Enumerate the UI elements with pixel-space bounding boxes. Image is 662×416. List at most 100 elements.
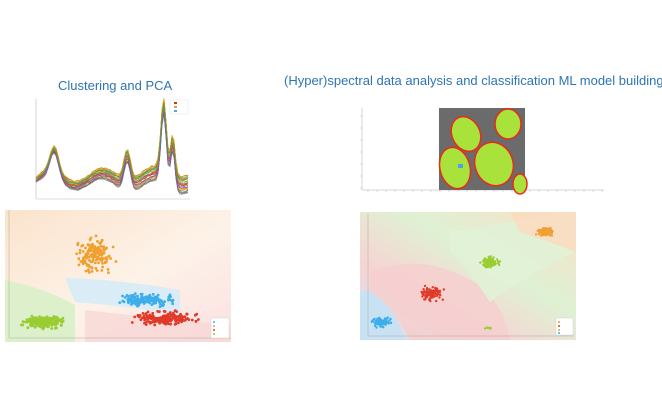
classif-point (489, 261, 493, 264)
spectra-legend (169, 99, 189, 115)
classif-point (483, 327, 487, 330)
cluster-point (158, 305, 162, 309)
cluster-point (100, 269, 104, 272)
classif-point (489, 327, 492, 330)
cluster-point (179, 320, 183, 323)
cluster-point (38, 315, 41, 318)
cluster-point (131, 296, 135, 299)
classif-point (423, 284, 427, 288)
cluster-point (163, 310, 167, 313)
classif-point (421, 292, 424, 296)
cluster-point (137, 315, 141, 319)
cluster-point (81, 261, 85, 264)
cluster-point (156, 293, 160, 297)
classif-point (493, 263, 497, 266)
cluster-point (197, 318, 200, 321)
cluster-point (150, 303, 154, 306)
cluster-legend (210, 317, 230, 339)
cluster-point (50, 327, 54, 330)
cluster-point (90, 270, 94, 273)
cluster-point (173, 309, 177, 312)
cluster-point (123, 296, 127, 299)
cluster-point (153, 323, 157, 327)
cluster-point (81, 250, 85, 253)
hyperspectral-title: (Hyper)spectral data analysis and classi… (284, 73, 662, 88)
cluster-point (39, 322, 43, 326)
classif-point (431, 296, 434, 299)
cluster-point (158, 302, 162, 306)
cluster-point (190, 318, 194, 322)
classif-point (495, 258, 499, 261)
cluster-point (133, 300, 137, 304)
classif-point (550, 234, 554, 237)
cluster-point (136, 301, 140, 305)
classif-point (385, 320, 389, 323)
cluster-point (130, 321, 134, 324)
cluster-point (81, 258, 85, 262)
classif-point (428, 298, 431, 301)
cluster-point (80, 244, 84, 248)
cluster-points (20, 234, 200, 331)
classif-point (489, 259, 492, 262)
cluster-point (42, 322, 46, 326)
cluster-point (44, 324, 47, 328)
cluster-point (146, 317, 150, 321)
cluster-point (99, 244, 103, 248)
cluster-point (158, 310, 161, 313)
cluster-point (125, 294, 129, 297)
cluster-point (158, 321, 162, 325)
cluster-point (95, 269, 99, 272)
classif-point (420, 290, 423, 294)
cluster-point (86, 252, 90, 256)
cluster-point (106, 268, 110, 271)
cluster-point (76, 243, 80, 247)
cluster-point (45, 320, 49, 323)
classif-point (427, 293, 431, 296)
classif-point (537, 233, 541, 236)
cluster-point (32, 321, 35, 324)
cluster-point (143, 318, 147, 322)
classif-point (485, 262, 488, 265)
cluster-point (52, 317, 56, 320)
cluster-point (101, 265, 104, 269)
classif-point (537, 228, 541, 232)
cluster-point (173, 315, 177, 319)
cluster-point (43, 316, 47, 320)
cluster-point (177, 321, 180, 325)
classif-legend (555, 317, 574, 336)
cluster-point (59, 323, 63, 327)
cluster-point (82, 256, 85, 260)
cluster-point (149, 316, 153, 319)
classif-point (374, 321, 378, 324)
classif-point (540, 231, 543, 235)
cluster-point (167, 297, 171, 301)
cluster-point (161, 301, 165, 304)
classif-point (430, 291, 434, 295)
spectrum-line (35, 104, 189, 186)
hyperspectral-image (360, 108, 604, 195)
cluster-point (31, 315, 34, 319)
cluster-point (136, 294, 139, 298)
cluster-point (21, 323, 25, 327)
classif-point (434, 286, 437, 290)
cluster-point (147, 320, 151, 324)
classif-point (383, 320, 386, 323)
cluster-point (160, 317, 164, 320)
classif-point (545, 231, 549, 234)
cluster-point (165, 321, 169, 324)
cluster-point (101, 262, 104, 265)
classif-point (541, 233, 544, 237)
classif-point (492, 260, 495, 263)
classif-point (442, 288, 445, 291)
cluster-point (121, 294, 124, 298)
classif-point (491, 258, 494, 261)
classif-point (373, 318, 376, 321)
classif-point (497, 261, 500, 265)
cluster-point (77, 263, 81, 267)
cluster-point (141, 312, 145, 315)
cluster-point (95, 258, 98, 262)
classif-point (497, 263, 501, 267)
cluster-point (161, 304, 165, 308)
cluster-point (158, 318, 161, 322)
cluster-point (145, 320, 149, 324)
